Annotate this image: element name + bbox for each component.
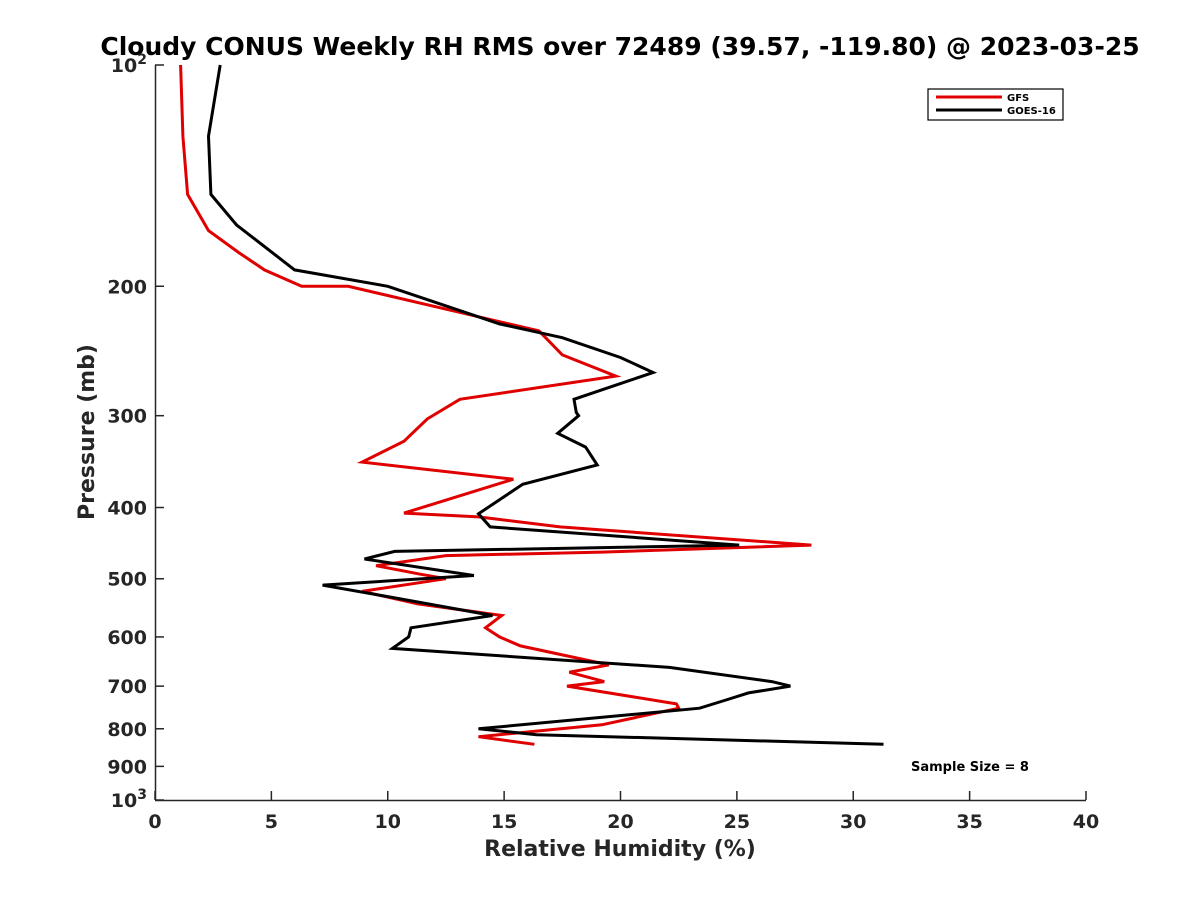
legend-label-gfs: GFS: [1007, 93, 1029, 104]
y-tick-label: 400: [107, 498, 147, 520]
x-tick-label: 5: [265, 811, 278, 833]
y-tick-label: 500: [107, 569, 147, 591]
x-ticks: 0 5 10 15 20 25 30 35 40: [148, 791, 1099, 833]
chart-title: Cloudy CONUS Weekly RH RMS over 72489 (3…: [100, 32, 1139, 61]
y-tick-label: 700: [107, 676, 147, 698]
x-tick-label: 40: [1073, 811, 1099, 833]
x-tick-label: 15: [491, 811, 517, 833]
series-line-goes16: [206, 64, 884, 746]
x-tick-label: 25: [724, 811, 750, 833]
y-tick-label: 102: [111, 52, 147, 77]
y-tick-label: 200: [107, 276, 147, 298]
legend: GFS GOES-16: [927, 88, 1064, 121]
y-axis-label: Pressure (mb): [75, 344, 100, 520]
y-tick-label: 300: [107, 406, 147, 428]
y-ticks: 102 200 300 400 500 600 700 800 900 103: [107, 52, 164, 812]
x-tick-label: 30: [840, 811, 866, 833]
legend-box: [927, 88, 1064, 121]
x-tick-label: 0: [148, 811, 161, 833]
y-tick-label: 103: [111, 787, 147, 812]
x-tick-label: 35: [956, 811, 982, 833]
x-tick-label: 20: [607, 811, 633, 833]
series-layer: [179, 64, 884, 746]
legend-label-goes16: GOES-16: [1007, 106, 1056, 117]
y-tick-label: 900: [107, 756, 147, 778]
series-line-gfs: [179, 64, 812, 746]
axes: [154, 65, 1086, 802]
y-tick-label: 600: [107, 627, 147, 649]
x-tick-label: 10: [375, 811, 401, 833]
sample-size-annotation: Sample Size = 8: [911, 760, 1029, 775]
x-axis-label: Relative Humidity (%): [484, 837, 756, 862]
y-tick-label: 800: [107, 719, 147, 741]
